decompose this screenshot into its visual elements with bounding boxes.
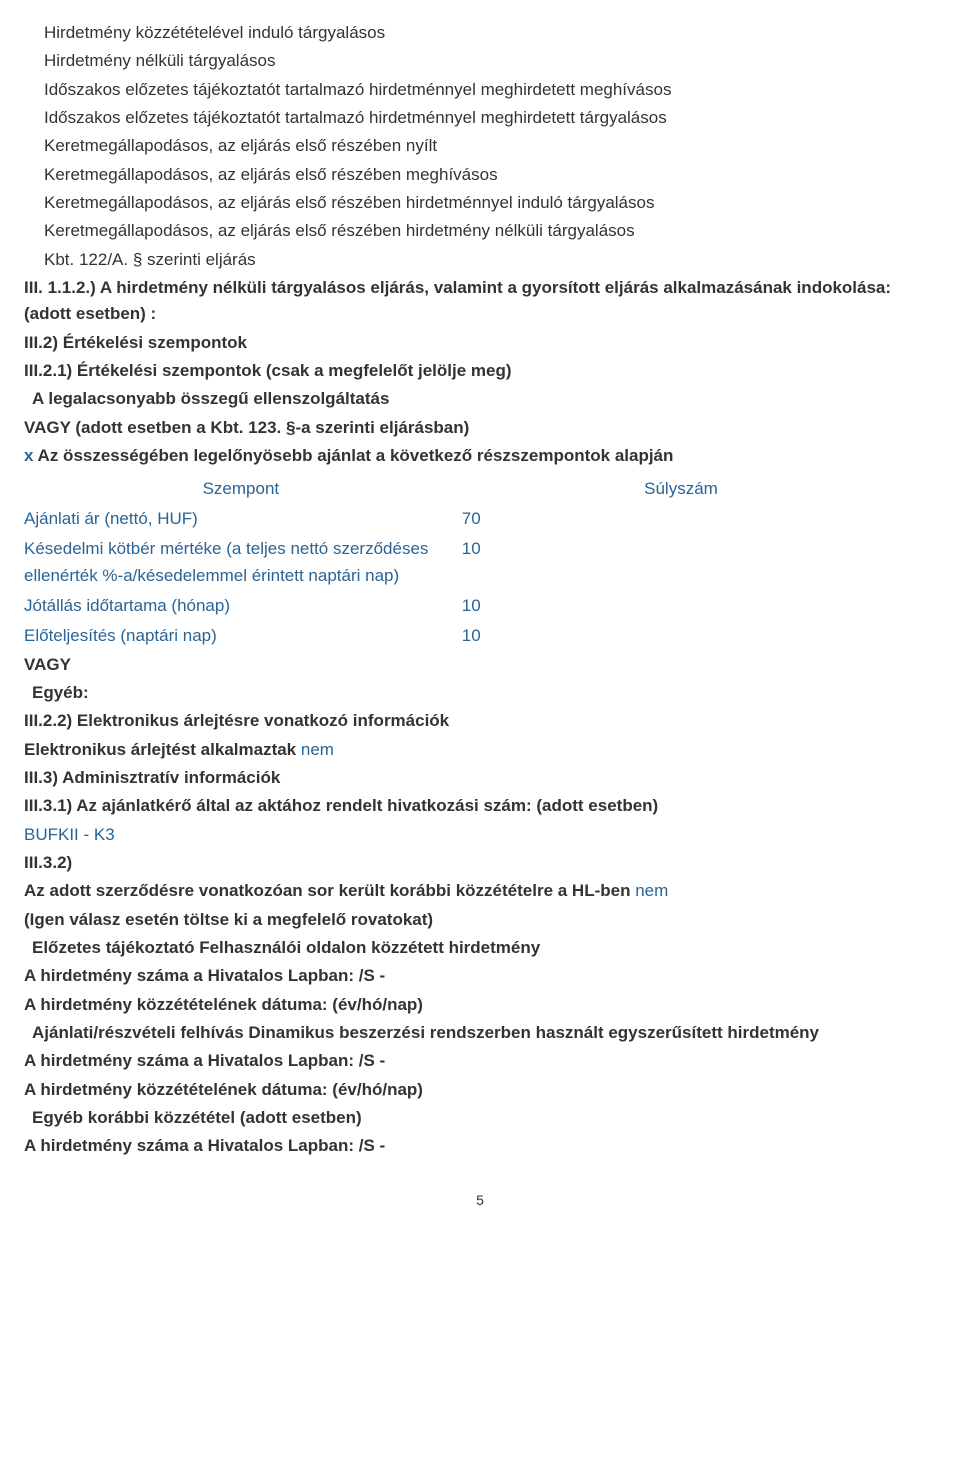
section-32-line: Az adott szerződésre vonatkozóan sor ker…	[24, 878, 936, 904]
criteria-row-value: 70	[462, 504, 644, 534]
section-32-heading: III.3.2)	[24, 850, 936, 876]
procedure-option: Hirdetmény nélküli tárgyalásos	[44, 48, 936, 74]
section-3-heading: III.3) Adminisztratív információk	[24, 765, 936, 791]
section-112-heading: III. 1.1.2.) A hirdetmény nélküli tárgya…	[24, 275, 936, 328]
criteria-header-spacer	[462, 474, 644, 504]
criteria-header-sulyszam: Súlyszám	[644, 474, 936, 504]
procedure-option: Keretmegállapodásos, az eljárás első rés…	[44, 218, 936, 244]
criteria-row-value: 10	[462, 534, 644, 591]
criteria-row-label: Ajánlati ár (nettó, HUF)	[24, 504, 462, 534]
section-32-num-1: A hirdetmény száma a Hivatalos Lapban: /…	[24, 963, 936, 989]
criteria-row-spacer	[644, 504, 936, 534]
section-31-value: BUFKII - K3	[24, 822, 936, 848]
section-22-line: Elektronikus árlejtést alkalmaztak nem	[24, 737, 936, 763]
section-22-value: nem	[301, 740, 334, 759]
procedure-option: Keretmegállapodásos, az eljárás első rés…	[44, 133, 936, 159]
section-32-paren: (Igen válasz esetén töltse ki a megfelel…	[24, 907, 936, 933]
criteria-option-best-offer-text: Az összességében legelőnyösebb ajánlat a…	[33, 446, 673, 465]
criteria-row-spacer	[644, 534, 936, 591]
section-32-date-1: A hirdetmény közzétételének dátuma: (év/…	[24, 992, 936, 1018]
section-31-heading: III.3.1) Az ajánlatkérő által az aktához…	[24, 793, 936, 819]
criteria-vagy-1: VAGY (adott esetben a Kbt. 123. §-a szer…	[24, 415, 936, 441]
criteria-row-spacer	[644, 621, 936, 651]
criteria-row-label: Késedelmi kötbér mértéke (a teljes nettó…	[24, 534, 462, 591]
criteria-option-lowest-price: A legalacsonyabb összegű ellenszolgáltat…	[24, 386, 936, 412]
section-32-opt3: Egyéb korábbi közzététel (adott esetben)	[24, 1105, 936, 1131]
section-32-num-3: A hirdetmény száma a Hivatalos Lapban: /…	[24, 1133, 936, 1159]
procedure-option: Keretmegállapodásos, az eljárás első rés…	[44, 162, 936, 188]
criteria-vagy-2: VAGY	[24, 652, 936, 678]
section-32-opt2: Ajánlati/részvételi felhívás Dinamikus b…	[24, 1020, 936, 1046]
section-32-opt1: Előzetes tájékoztató Felhasználói oldalo…	[24, 935, 936, 961]
section-22-heading: III.2.2) Elektronikus árlejtésre vonatko…	[24, 708, 936, 734]
section-22-prefix: Elektronikus árlejtést alkalmaztak	[24, 740, 301, 759]
criteria-table: Szempont Súlyszám Ajánlati ár (nettó, HU…	[24, 474, 936, 652]
procedure-option: Keretmegállapodásos, az eljárás első rés…	[44, 190, 936, 216]
criteria-row-value: 10	[462, 591, 644, 621]
procedure-option: Kbt. 122/A. § szerinti eljárás	[44, 247, 936, 273]
page-number: 5	[24, 1190, 936, 1212]
criteria-header-szempont: Szempont	[24, 474, 462, 504]
procedure-option: Időszakos előzetes tájékoztatót tartalma…	[44, 105, 936, 131]
procedure-option: Időszakos előzetes tájékoztatót tartalma…	[44, 77, 936, 103]
criteria-row-spacer	[644, 591, 936, 621]
section-32-date-2: A hirdetmény közzétételének dátuma: (év/…	[24, 1077, 936, 1103]
section-32-prefix: Az adott szerződésre vonatkozóan sor ker…	[24, 881, 635, 900]
criteria-row-value: 10	[462, 621, 644, 651]
criteria-row-label: Előteljesítés (naptári nap)	[24, 621, 462, 651]
procedure-option: Hirdetmény közzétételével induló tárgyal…	[44, 20, 936, 46]
section-32-num-2: A hirdetmény száma a Hivatalos Lapban: /…	[24, 1048, 936, 1074]
criteria-option-best-offer: x Az összességében legelőnyösebb ajánlat…	[24, 443, 936, 469]
section-2-heading: III.2) Értékelési szempontok	[24, 330, 936, 356]
criteria-egyeb: Egyéb:	[24, 680, 936, 706]
section-32-value: nem	[635, 881, 668, 900]
criteria-row-label: Jótállás időtartama (hónap)	[24, 591, 462, 621]
section-21-heading: III.2.1) Értékelési szempontok (csak a m…	[24, 358, 936, 384]
